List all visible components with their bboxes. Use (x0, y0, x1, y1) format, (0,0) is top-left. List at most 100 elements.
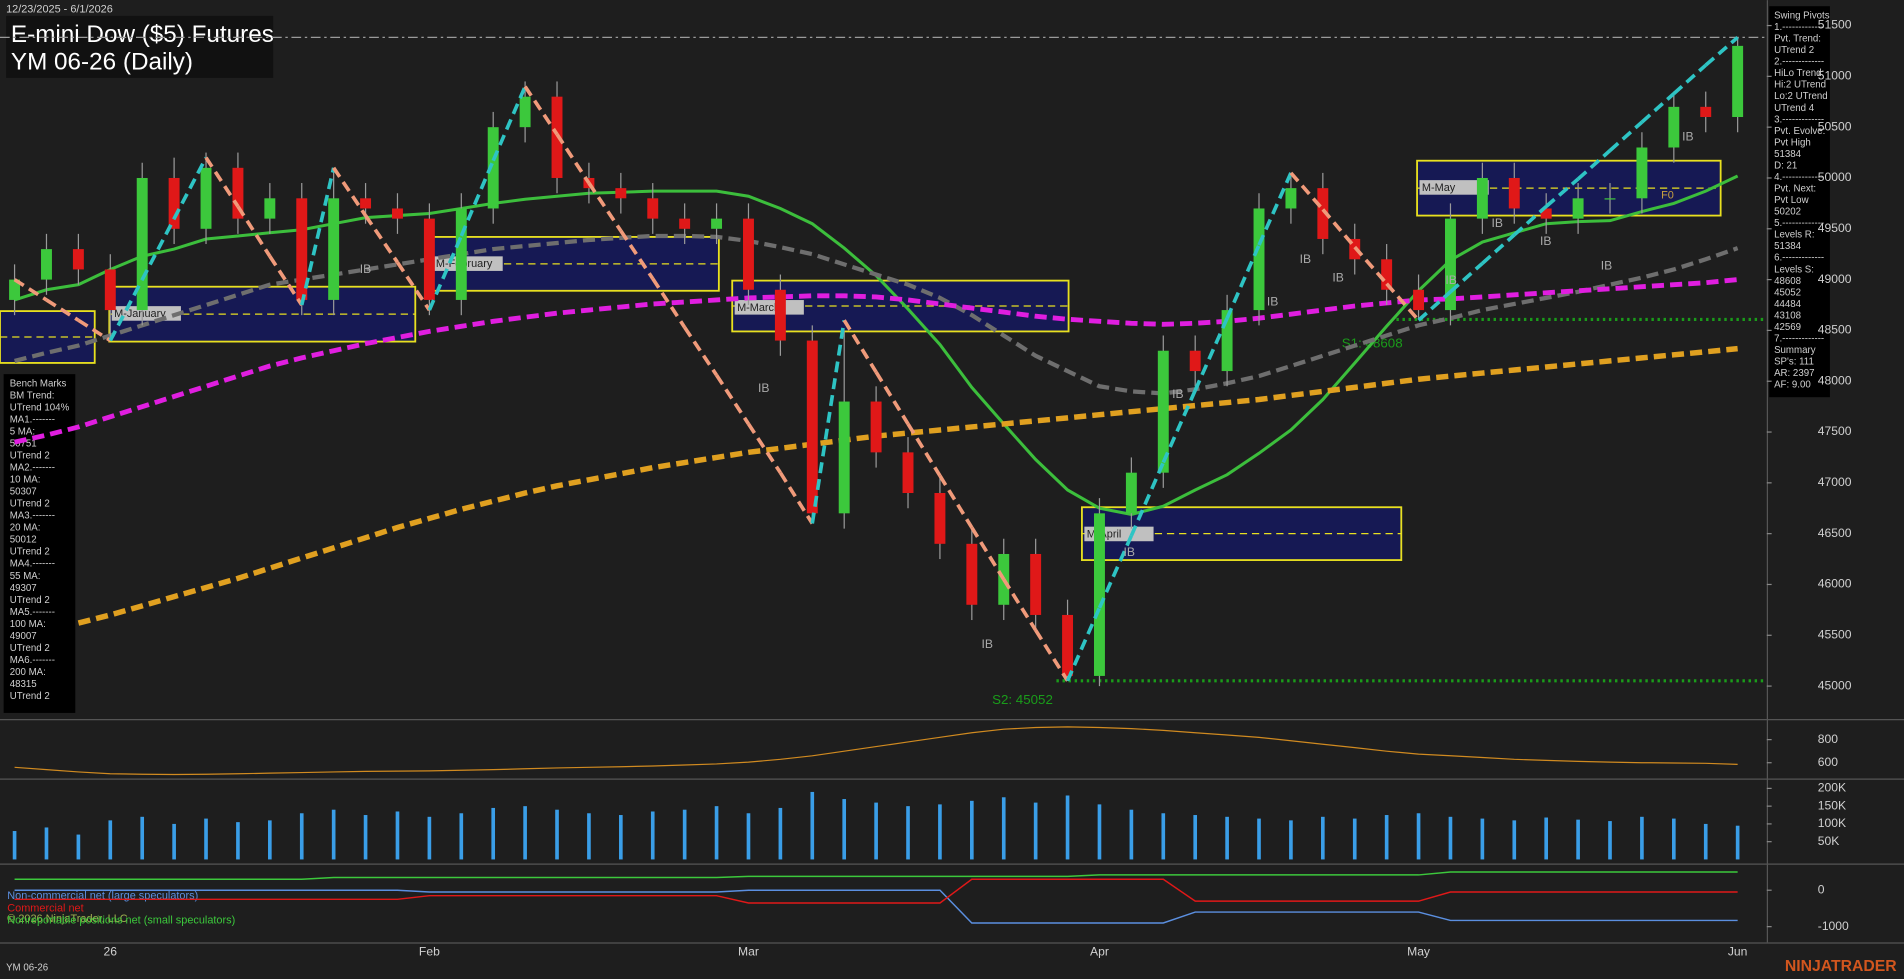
y-tick-label: 45500 (1818, 627, 1852, 641)
swing-pivot-text: Pvt. Next: (1774, 184, 1816, 195)
x-tick-label: Feb (419, 944, 440, 958)
month-label-bg (734, 300, 804, 315)
volume-bar (842, 799, 847, 860)
volume-bar (1065, 795, 1070, 860)
swing-leg (459, 159, 495, 237)
swing-panel (1769, 6, 1830, 398)
swing-pivot-text: HiLo Trend: (1774, 68, 1824, 79)
volume-bar (140, 816, 145, 860)
swing-leg (427, 235, 463, 311)
swing-leg (1481, 233, 1516, 265)
volume-bar (1576, 819, 1580, 860)
volume-bar (1416, 813, 1421, 860)
bench-mark-text: UTrend 2 (10, 499, 50, 510)
volume-bar (1129, 809, 1134, 860)
copyright: © 2026 NinjaTrader, LLC (7, 913, 128, 925)
bench-mark-text: MA5.------- (10, 607, 55, 618)
cot-line (14, 871, 1738, 881)
candle-body (934, 493, 946, 544)
swing-leg (1417, 290, 1452, 322)
x-tick-label: Apr (1090, 944, 1109, 958)
candle-body (41, 249, 52, 280)
volume-bar (555, 809, 559, 860)
volume-bar (395, 811, 400, 860)
inside-bar-label: IB (1300, 252, 1311, 266)
swing-pivot-text: Pvt Low (1774, 195, 1810, 206)
legend-entry: Non-commercial net (large speculators) (7, 890, 198, 902)
volume-bar (906, 806, 910, 860)
y-tick-label: 46000 (1818, 577, 1852, 591)
candle-body (1476, 177, 1488, 219)
y-tick-label: 200K (1818, 781, 1846, 795)
x-tick-label: May (1407, 944, 1431, 958)
swing-leg (268, 255, 304, 307)
bench-mark-text: 10 MA: (10, 475, 41, 486)
candle-body (455, 208, 467, 300)
swing-leg (1097, 534, 1134, 609)
candle-body (1317, 188, 1329, 239)
swing-leg (1385, 282, 1420, 322)
swing-pivot-text: Summary (1774, 345, 1816, 356)
candle-body (168, 177, 180, 229)
swing-leg (1640, 92, 1676, 124)
volume-bar (1033, 802, 1038, 860)
volume-bar (1161, 813, 1166, 860)
bench-mark-text: 50012 (10, 535, 37, 546)
candle-body (232, 167, 244, 219)
bench-mark-text: 48315 (10, 679, 37, 690)
volume-bar (268, 820, 272, 860)
candle-body (1030, 553, 1042, 615)
y-tick-label: 800 (1818, 732, 1838, 746)
swing-leg (746, 422, 782, 474)
candle-body (1253, 208, 1265, 311)
candle-body (1508, 177, 1520, 209)
swing-leg (715, 374, 750, 425)
swing-leg (1672, 63, 1707, 95)
swing-leg (555, 133, 591, 185)
swing-leg (1257, 172, 1293, 246)
inside-bar-label: IB (1267, 295, 1278, 309)
volume-bar (682, 809, 687, 860)
volume-bar (427, 816, 432, 860)
cot-line (14, 878, 1738, 904)
candle-body (392, 208, 403, 219)
candle-body (1700, 106, 1712, 118)
swing-pivot-text: 3.------------- (1774, 114, 1824, 125)
swing-pivot-text: 51384 (1774, 241, 1802, 252)
swing-leg (491, 85, 527, 162)
volume-bar (44, 827, 49, 860)
swing-leg (1225, 244, 1261, 319)
y-tick-label: 47500 (1818, 424, 1852, 438)
swing-leg (778, 471, 814, 525)
candle-body (1668, 106, 1680, 148)
brand: NINJATRADER (1785, 958, 1897, 975)
candle-body (1094, 513, 1105, 676)
candle-body (487, 127, 499, 209)
swing-leg (13, 278, 48, 302)
swing-leg (204, 156, 240, 208)
volume-bar (1097, 804, 1102, 860)
volume-bar (172, 823, 176, 860)
swing-pivot-text: 2.------------- (1774, 57, 1824, 68)
date-range: 12/23/2025 - 6/1/2026 (6, 4, 113, 16)
candle-body (1221, 310, 1233, 372)
swing-leg (1513, 205, 1548, 237)
volume-bar (204, 818, 208, 860)
bench-mark-text: 20 MA: (10, 523, 41, 534)
chart-title: E-mini Dow ($5) Futures (11, 21, 274, 48)
candle-body (743, 218, 754, 290)
bench-mark-text: UTrend 2 (10, 451, 50, 462)
candle-body (1062, 614, 1074, 676)
volume-bar (1512, 820, 1517, 860)
bench-mark-text: 200 MA: (10, 667, 46, 678)
candle-body (72, 249, 84, 270)
swing-pivot-text: 1.------------- (1774, 22, 1824, 33)
bench-mark-text: 100 MA: (10, 619, 46, 630)
candle-body (519, 96, 531, 128)
swing-leg (108, 278, 144, 342)
swing-pivot-text: 50202 (1774, 207, 1801, 218)
volume-bar (76, 834, 81, 860)
candle-body (838, 401, 850, 514)
volume-bar (778, 807, 783, 860)
volume-bar (1225, 816, 1229, 860)
